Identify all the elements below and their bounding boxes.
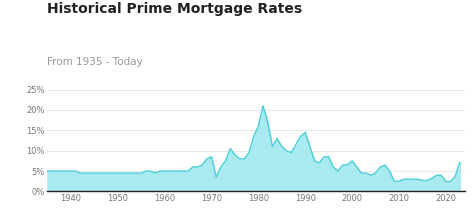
Text: From 1935 - Today: From 1935 - Today	[47, 57, 143, 67]
Text: Historical Prime Mortgage Rates: Historical Prime Mortgage Rates	[47, 2, 302, 16]
